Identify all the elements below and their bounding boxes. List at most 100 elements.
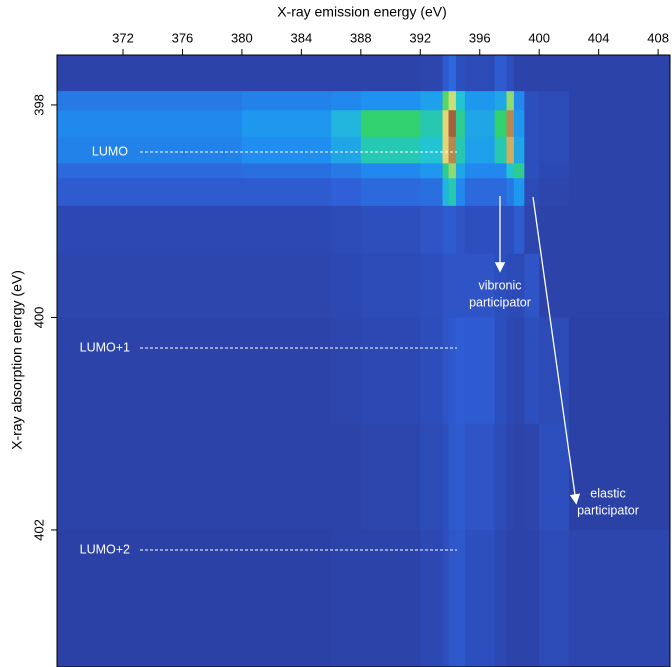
heat-cell (568, 317, 671, 425)
heat-cell (241, 253, 332, 318)
annotation: vibronic (478, 278, 521, 292)
level-label: LUMO (92, 144, 128, 158)
heat-cell (513, 91, 525, 111)
heat-cell (524, 529, 540, 667)
heat-cell (464, 110, 496, 138)
heat-cell (331, 110, 362, 138)
heat-cell (442, 163, 450, 179)
heat-cell (568, 423, 671, 531)
level-label: LUMO+1 (80, 340, 130, 354)
heat-cell (442, 55, 450, 92)
heat-cell (513, 317, 525, 425)
heat-cell (448, 110, 457, 138)
heat-cell (448, 253, 457, 318)
heat-cell (360, 205, 421, 255)
heat-cell (448, 136, 457, 164)
heat-cell (331, 163, 362, 179)
heat-cell (420, 317, 444, 425)
heat-cell (568, 110, 671, 138)
x-tick-label: 372 (112, 30, 134, 45)
y-tick-label: 400 (31, 307, 46, 329)
heat-cell (360, 163, 421, 179)
heat-cell (506, 317, 515, 425)
heat-cell (420, 163, 444, 179)
heat-cell (539, 423, 570, 531)
heat-cell (241, 205, 332, 255)
heat-cell (331, 205, 362, 255)
x-tick-label: 396 (469, 30, 491, 45)
heat-cell (455, 529, 466, 667)
x-tick-label: 408 (647, 30, 669, 45)
heat-cell (524, 55, 540, 92)
heat-cell (568, 91, 671, 111)
heat-cell (464, 253, 496, 318)
heat-cell (331, 317, 362, 425)
heat-cell (420, 136, 444, 164)
heat-cell (442, 136, 450, 164)
heat-cell (513, 110, 525, 138)
heat-cell (448, 423, 457, 531)
heat-cell (57, 253, 243, 318)
heat-cell (360, 529, 421, 667)
heat-cell (442, 423, 450, 531)
heat-cell (506, 529, 515, 667)
x-tick-label: 380 (231, 30, 253, 45)
heat-cell (57, 55, 243, 92)
heat-cell (464, 317, 496, 425)
heat-cell (513, 253, 525, 318)
x-tick-label: 404 (588, 30, 610, 45)
y-tick-label: 398 (31, 94, 46, 116)
heat-cell (420, 178, 444, 207)
heat-cell (420, 110, 444, 138)
heat-cell (360, 178, 421, 207)
heat-cell (506, 163, 515, 179)
plot-frame (56, 54, 671, 667)
heat-cell (494, 529, 507, 667)
heat-cell (539, 91, 570, 111)
heat-cell (455, 163, 466, 179)
heat-cell (420, 55, 444, 92)
heat-cell (442, 110, 450, 138)
heat-cell (360, 55, 421, 92)
heat-cell (360, 136, 421, 164)
heat-cell (513, 178, 525, 207)
heat-cell (442, 253, 450, 318)
heat-cell (331, 178, 362, 207)
heat-cell (524, 91, 540, 111)
heat-cell (241, 136, 332, 164)
heat-cell (241, 55, 332, 92)
heat-cell (331, 55, 362, 92)
heat-cell (539, 163, 570, 179)
heat-cell (57, 136, 243, 164)
heat-cell (57, 529, 243, 667)
heat-cell (524, 136, 540, 164)
heat-cell (464, 205, 496, 255)
heat-cell (57, 110, 243, 138)
heat-cell (241, 423, 332, 531)
heat-cell (360, 110, 421, 138)
heat-cell (494, 110, 507, 138)
heat-cell (331, 529, 362, 667)
heat-cell (420, 423, 444, 531)
heat-cell (448, 91, 457, 111)
x-tick-label: 388 (350, 30, 372, 45)
heat-cell (539, 136, 570, 164)
heat-cell (360, 317, 421, 425)
annotation: elastic (590, 486, 625, 500)
heat-cell (455, 136, 466, 164)
heat-cell (464, 423, 496, 531)
heat-cell (57, 91, 243, 111)
heat-cell (524, 423, 540, 531)
heat-cell (331, 253, 362, 318)
heat-cell (506, 178, 515, 207)
heat-cell (420, 91, 444, 111)
heat-cell (464, 163, 496, 179)
heat-cell (568, 253, 671, 318)
heat-cell (506, 423, 515, 531)
x-tick-label: 392 (409, 30, 431, 45)
x-tick-label: 376 (172, 30, 194, 45)
heat-cell (506, 55, 515, 92)
x-tick-label: 384 (291, 30, 313, 45)
heat-cell (57, 205, 243, 255)
heat-cell (57, 423, 243, 531)
